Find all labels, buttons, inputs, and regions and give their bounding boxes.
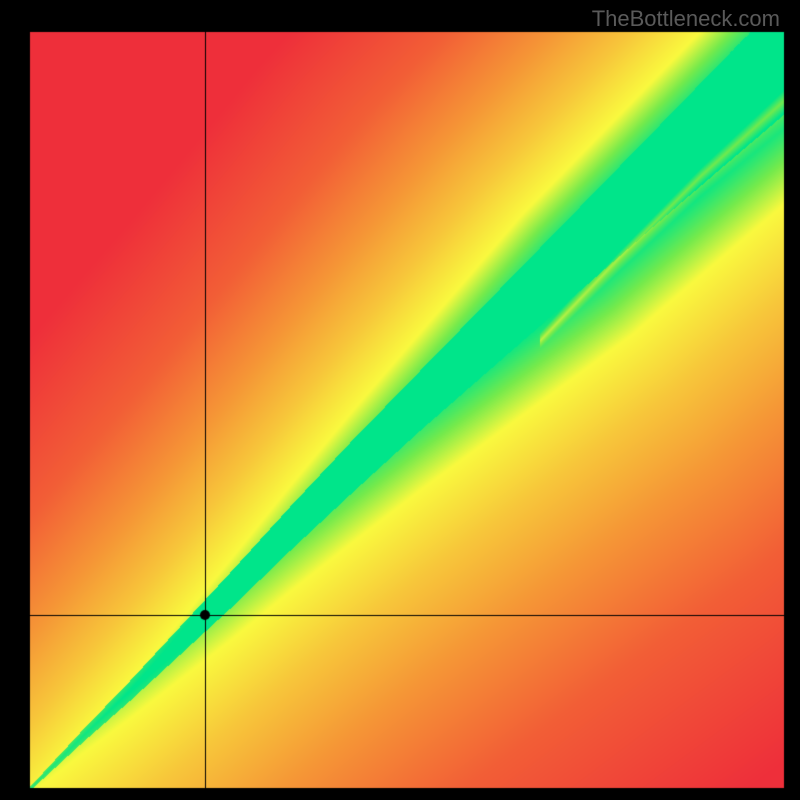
chart-container: TheBottleneck.com (0, 0, 800, 800)
watermark-text: TheBottleneck.com (592, 6, 780, 32)
bottleneck-heatmap (0, 0, 800, 800)
